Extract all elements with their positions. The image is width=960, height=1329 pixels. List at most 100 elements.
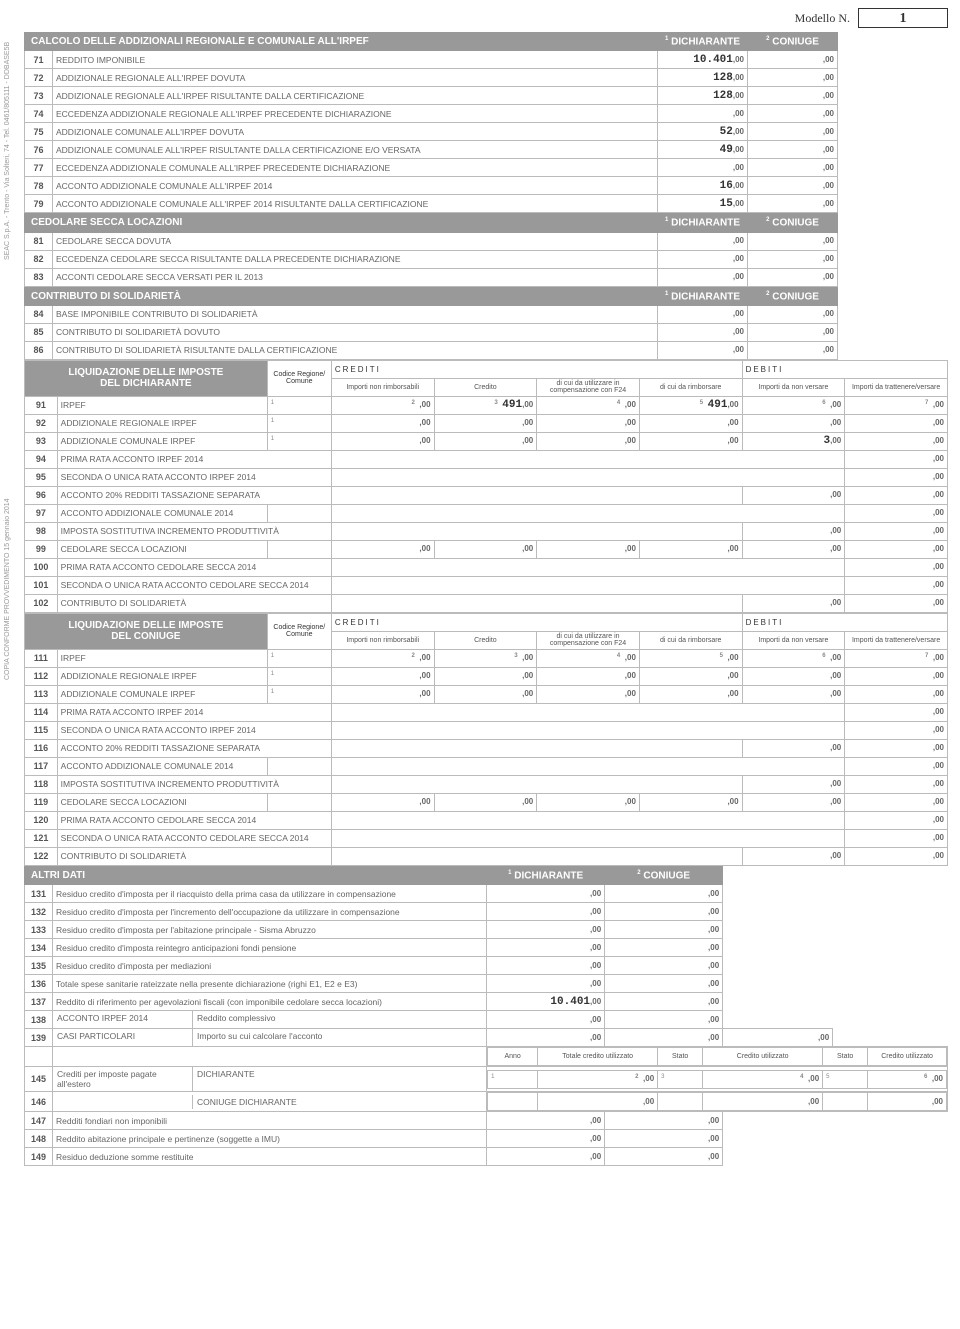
code-cell bbox=[267, 540, 331, 558]
row-num: 102 bbox=[25, 594, 58, 612]
val-coniuge: ,00 bbox=[748, 123, 838, 141]
liq-val: ,00 bbox=[331, 432, 434, 450]
row-desc: ADDIZIONALE REGIONALE ALL'IRPEF RISULTAN… bbox=[53, 87, 658, 105]
code-cell: 1 bbox=[267, 667, 331, 685]
side-publisher: SEAC S.p.A. - Trento - Via Solteri, 74 -… bbox=[4, 42, 11, 260]
row-desc: PRIMA RATA ACCONTO CEDOLARE SECCA 2014 bbox=[57, 558, 331, 576]
row-num: 122 bbox=[25, 847, 58, 865]
liq-val: ,00 bbox=[845, 468, 948, 486]
liq-val: ,00 bbox=[845, 847, 948, 865]
row-desc: ADDIZIONALE REGIONALE IRPEF bbox=[57, 667, 267, 685]
row-desc: ACCONTI CEDOLARE SECCA VERSATI PER IL 20… bbox=[53, 268, 658, 286]
row-num: 120 bbox=[25, 811, 58, 829]
liq-val: ,00 bbox=[845, 829, 948, 847]
row-desc: REDDITO IMPONIBILE bbox=[53, 51, 658, 69]
liq-val: ,00 bbox=[742, 775, 845, 793]
liq-val: ,00 bbox=[845, 414, 948, 432]
val-dichiarante: ,00 bbox=[658, 105, 748, 123]
row-num: 119 bbox=[25, 793, 58, 811]
row-desc: CEDOLARE SECCA LOCAZIONI bbox=[57, 793, 267, 811]
row-num: 85 bbox=[25, 323, 53, 341]
row-num: 113 bbox=[25, 685, 58, 703]
liq-val: ,00 bbox=[331, 414, 434, 432]
liq-val: ,00 bbox=[845, 775, 948, 793]
val-dichiarante: ,00 bbox=[658, 268, 748, 286]
val-dichiarante: ,00 bbox=[658, 232, 748, 250]
row-desc: ECCEDENZA ADDIZIONALE COMUNALE ALL'IRPEF… bbox=[53, 159, 658, 177]
row-desc: ACCONTO ADDIZIONALE COMUNALE ALL'IRPEF 2… bbox=[53, 177, 658, 195]
val-dichiarante: 49,00 bbox=[658, 141, 748, 159]
val-dichiarante: 52,00 bbox=[658, 123, 748, 141]
code-cell: 1 bbox=[267, 396, 331, 414]
row-desc: ADDIZIONALE COMUNALE IRPEF bbox=[57, 685, 267, 703]
row-num: 115 bbox=[25, 721, 58, 739]
row-num: 112 bbox=[25, 667, 58, 685]
row-desc: CONTRIBUTO DI SOLIDARIETÀ RISULTANTE DAL… bbox=[53, 341, 658, 359]
row-num: 72 bbox=[25, 69, 53, 87]
row-num: 118 bbox=[25, 775, 58, 793]
liq-val: ,00 bbox=[537, 793, 640, 811]
liq-val: ,00 bbox=[742, 847, 845, 865]
row-desc: ACCONTO ADDIZIONALE COMUNALE ALL'IRPEF 2… bbox=[53, 195, 658, 213]
val-dichiarante: ,00 bbox=[658, 159, 748, 177]
liq-val: ,00 bbox=[845, 486, 948, 504]
row-num: 121 bbox=[25, 829, 58, 847]
row-desc: ACCONTO ADDIZIONALE COMUNALE 2014 bbox=[57, 757, 267, 775]
liq-val: 3,00 bbox=[742, 432, 845, 450]
liq-val: ,00 bbox=[742, 685, 845, 703]
sect1-title: CALCOLO DELLE ADDIZIONALI REGIONALE E CO… bbox=[25, 33, 658, 51]
liq-val: ,00 bbox=[845, 793, 948, 811]
val-coniuge: ,00 bbox=[748, 195, 838, 213]
val-dichiarante: ,00 bbox=[658, 323, 748, 341]
section-solidarieta: CONTRIBUTO DI SOLIDARIETÀ 1 DICHIARANTE … bbox=[24, 287, 948, 360]
liq-val: 5,00 bbox=[639, 649, 742, 667]
liq-val: ,00 bbox=[845, 685, 948, 703]
val-dichiarante: ,00 bbox=[658, 341, 748, 359]
val-coniuge: ,00 bbox=[748, 69, 838, 87]
liq-val: ,00 bbox=[639, 432, 742, 450]
row-num: 111 bbox=[25, 649, 58, 667]
row-num: 97 bbox=[25, 504, 58, 522]
row-desc: CEDOLARE SECCA DOVUTA bbox=[53, 232, 658, 250]
liq-val: ,00 bbox=[434, 432, 537, 450]
liq-val: ,00 bbox=[537, 667, 640, 685]
val-coniuge: ,00 bbox=[748, 87, 838, 105]
row-desc: ECCEDENZA CEDOLARE SECCA RISULTANTE DALL… bbox=[53, 250, 658, 268]
row-desc: SECONDA O UNICA RATA ACCONTO CEDOLARE SE… bbox=[57, 576, 331, 594]
liq-val: ,00 bbox=[434, 414, 537, 432]
row-num: 82 bbox=[25, 250, 53, 268]
liq-val: 4,00 bbox=[537, 396, 640, 414]
liq-val: ,00 bbox=[639, 685, 742, 703]
val-dichiarante: 16,00 bbox=[658, 177, 748, 195]
liq-val: ,00 bbox=[845, 739, 948, 757]
liq-val: ,00 bbox=[845, 540, 948, 558]
val-dichiarante: 10.401,00 bbox=[658, 51, 748, 69]
code-cell bbox=[267, 793, 331, 811]
val-dichiarante: 15,00 bbox=[658, 195, 748, 213]
model-label: Modello N. bbox=[795, 11, 850, 26]
liq-val: ,00 bbox=[537, 432, 640, 450]
liq-val: ,00 bbox=[742, 414, 845, 432]
liq-val: 2,00 bbox=[331, 396, 434, 414]
row-desc: IMPOSTA SOSTITUTIVA INCREMENTO PRODUTTIV… bbox=[57, 775, 331, 793]
row-num: 96 bbox=[25, 486, 58, 504]
code-cell: 1 bbox=[267, 432, 331, 450]
row-desc: ACCONTO 20% REDDITI TASSAZIONE SEPARATA bbox=[57, 739, 331, 757]
row-desc: IRPEF bbox=[57, 649, 267, 667]
liq-val: ,00 bbox=[639, 414, 742, 432]
liq-val: 3,00 bbox=[434, 649, 537, 667]
row-num: 93 bbox=[25, 432, 58, 450]
row-num: 83 bbox=[25, 268, 53, 286]
liq-val: ,00 bbox=[742, 486, 845, 504]
val-dichiarante: 128,00 bbox=[658, 87, 748, 105]
val-coniuge: ,00 bbox=[748, 159, 838, 177]
section-cedolare: CEDOLARE SECCA LOCAZIONI 1 DICHIARANTE 2… bbox=[24, 213, 948, 286]
val-dichiarante: 128,00 bbox=[658, 69, 748, 87]
row-num: 94 bbox=[25, 450, 58, 468]
liq-val: ,00 bbox=[845, 504, 948, 522]
row-desc: PRIMA RATA ACCONTO IRPEF 2014 bbox=[57, 703, 331, 721]
code-cell: 1 bbox=[267, 649, 331, 667]
row-desc: ACCONTO 20% REDDITI TASSAZIONE SEPARATA bbox=[57, 486, 331, 504]
val-coniuge: ,00 bbox=[748, 105, 838, 123]
row-desc: ADDIZIONALE COMUNALE ALL'IRPEF DOVUTA bbox=[53, 123, 658, 141]
